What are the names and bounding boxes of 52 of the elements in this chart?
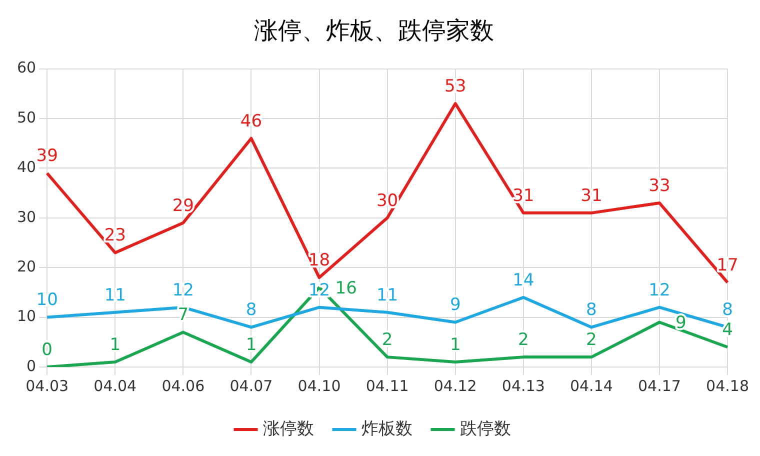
- x-tick-label: 04.10: [298, 376, 341, 395]
- y-tick-label: 10: [16, 307, 36, 326]
- data-label: 7: [178, 305, 189, 326]
- data-label: 9: [675, 313, 686, 334]
- x-tick-label: 04.03: [26, 376, 69, 395]
- data-label: 1: [110, 334, 121, 355]
- y-tick-label: 60: [16, 58, 36, 77]
- data-label: 8: [722, 300, 733, 320]
- legend-label: 跌停数: [460, 418, 511, 439]
- data-label: 39: [36, 146, 58, 166]
- y-tick-label: 30: [16, 208, 36, 226]
- data-label: 12: [172, 280, 194, 300]
- data-label: 11: [376, 285, 398, 306]
- chart-title: 涨停、炸板、跌停家数: [254, 16, 494, 45]
- data-label: 29: [172, 196, 194, 216]
- data-label: 31: [580, 186, 602, 206]
- data-label: 2: [382, 330, 393, 350]
- data-label: 33: [648, 176, 670, 196]
- x-tick-label: 04.04: [94, 376, 137, 395]
- data-label: 11: [104, 285, 126, 306]
- data-label: 46: [240, 111, 262, 132]
- data-label: 8: [586, 300, 597, 320]
- data-label: 0: [42, 340, 52, 360]
- x-tick-label: 04.13: [502, 376, 545, 395]
- data-label: 4: [722, 320, 733, 340]
- data-label: 14: [512, 270, 534, 290]
- data-label: 9: [450, 295, 461, 316]
- x-tick-label: 04.06: [162, 376, 205, 395]
- y-tick-label: 40: [16, 158, 36, 176]
- data-label: 53: [444, 76, 466, 97]
- legend-label: 炸板数: [361, 418, 412, 439]
- y-tick-label: 0: [26, 356, 36, 375]
- x-tick-label: 04.07: [230, 376, 273, 395]
- y-tick-label: 20: [16, 257, 36, 276]
- data-label: 16: [335, 278, 357, 298]
- x-tick-label: 04.11: [366, 376, 409, 395]
- x-tick-label: 04.14: [570, 376, 613, 395]
- x-tick-label: 04.12: [434, 376, 477, 395]
- data-label: 10: [36, 290, 58, 310]
- data-label: 17: [716, 255, 738, 276]
- data-label: 1: [246, 334, 257, 355]
- data-label: 2: [586, 330, 597, 350]
- x-tick-label: 04.17: [638, 376, 681, 395]
- data-label: 8: [246, 300, 257, 320]
- data-label: 1: [450, 334, 461, 355]
- data-label: 2: [518, 330, 529, 350]
- data-label: 23: [104, 226, 126, 246]
- data-label: 31: [512, 186, 534, 206]
- y-tick-label: 50: [16, 108, 36, 126]
- x-tick-label: 04.18: [706, 376, 750, 395]
- legend-label: 涨停数: [262, 418, 314, 439]
- data-label: 12: [648, 280, 670, 300]
